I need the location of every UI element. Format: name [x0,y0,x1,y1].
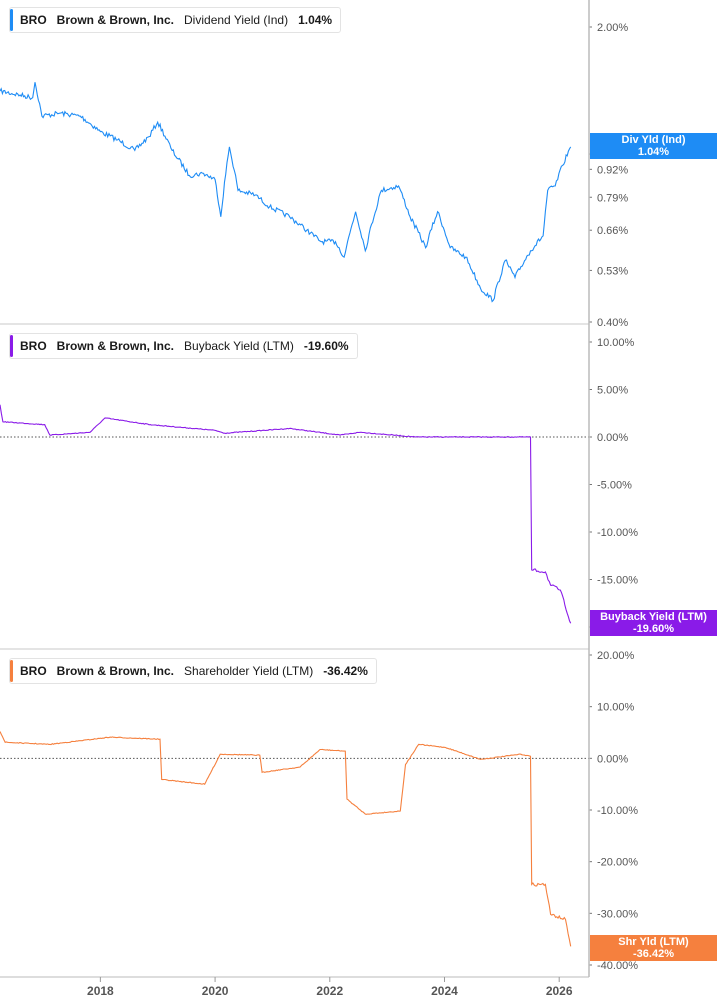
legend-shareholder-yield: BRO Brown & Brown, Inc. Shareholder Yiel… [9,658,377,684]
legend-metric: Dividend Yield (Ind) [184,13,289,27]
y-tick-label: -20.00% [597,857,638,869]
legend-value: 1.04% [298,13,333,27]
x-tick-label: 2020 [202,984,229,998]
legend-ticker: BRO [20,13,47,27]
flag-title: Shr Yld (LTM) [618,936,689,948]
y-tick-label: -15.00% [597,575,638,587]
y-tick-label: 0.79% [597,192,628,204]
last-value-flag-buyback: Buyback Yield (LTM) -19.60% [590,610,717,636]
legend-metric: Buyback Yield (LTM) [184,339,294,353]
flag-value: -36.42% [633,948,674,960]
legend-company: Brown & Brown, Inc. [56,339,175,353]
x-tick-label: 2018 [87,984,114,998]
y-tick-label: 10.00% [597,702,635,714]
last-value-flag-dividend: Div Yld (Ind) 1.04% [590,133,717,159]
y-tick-label: -40.00% [597,960,638,972]
flag-title: Buyback Yield (LTM) [600,611,707,623]
legend-buyback-yield: BRO Brown & Brown, Inc. Buyback Yield (L… [9,333,358,359]
legend-ticker: BRO [20,664,47,678]
y-tick-label: 0.00% [597,432,628,444]
y-tick-label: -30.00% [597,908,638,920]
y-tick-label: 0.40% [597,317,628,329]
y-tick-label: 20.00% [597,650,635,662]
legend-value: -36.42% [323,664,368,678]
y-tick-label: 5.00% [597,385,628,397]
series-line [0,82,572,303]
y-tick-label: -10.00% [597,527,638,539]
y-tick-label: 0.66% [597,225,628,237]
y-tick-label: 0.00% [597,753,628,765]
y-tick-label: -10.00% [597,805,638,817]
legend-dividend-yield: BRO Brown & Brown, Inc. Dividend Yield (… [9,7,342,33]
flag-title: Div Yld (Ind) [621,134,686,146]
series-color-bar [10,9,13,31]
legend-metric: Shareholder Yield (LTM) [184,664,314,678]
y-tick-label: 10.00% [597,337,635,349]
legend-company: Brown & Brown, Inc. [56,13,175,27]
y-tick-label: -5.00% [597,480,632,492]
x-tick-label: 2022 [316,984,343,998]
series-color-bar [10,335,13,357]
flag-value: 1.04% [637,146,670,158]
legend-company: Brown & Brown, Inc. [56,664,175,678]
series-color-bar [10,660,13,682]
y-tick-label: 0.53% [597,265,628,277]
y-tick-label: 0.92% [597,164,628,176]
x-tick-label: 2024 [431,984,458,998]
legend-ticker: BRO [20,339,47,353]
y-tick-label: 2.00% [597,22,628,34]
legend-value: -19.60% [303,339,349,353]
last-value-flag-shareholder: Shr Yld (LTM) -36.42% [590,935,717,961]
series-line [0,731,572,947]
x-tick-label: 2026 [546,984,573,998]
flag-value: -19.60% [633,623,674,635]
series-line [0,404,572,624]
